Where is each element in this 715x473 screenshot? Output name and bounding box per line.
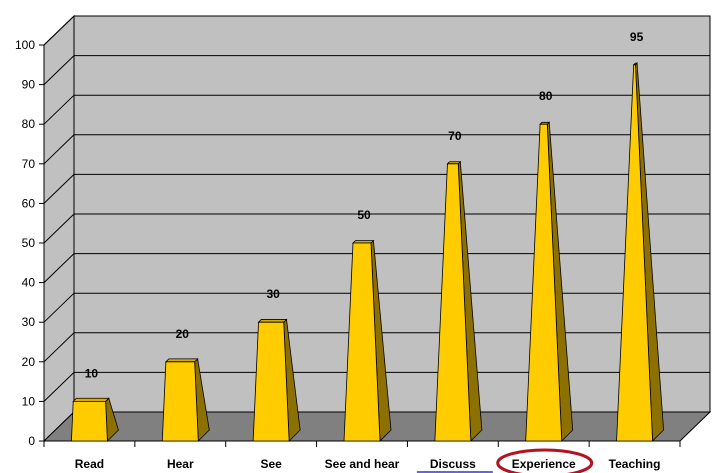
data-label: 95 <box>630 30 644 44</box>
category-label: See <box>260 457 282 471</box>
y-tick-label: 20 <box>22 355 36 369</box>
category-label: Teaching <box>609 457 661 471</box>
category-label: Read <box>75 457 104 471</box>
gridline <box>43 292 710 323</box>
gridline <box>43 134 710 165</box>
y-tick-label: 10 <box>22 394 36 408</box>
bar-top <box>257 319 288 323</box>
y-tick-label: 60 <box>22 196 36 210</box>
category-label: Hear <box>167 457 194 471</box>
y-tick-label: 80 <box>22 117 36 131</box>
bar-top <box>164 358 199 363</box>
y-tick-label: 100 <box>15 38 35 52</box>
bar-0 <box>71 401 108 442</box>
gridline <box>43 253 710 283</box>
annotations <box>416 448 594 473</box>
category-labels: Read Hear See See and hear Discuss Experience… <box>75 457 661 471</box>
bar-6 <box>616 64 653 442</box>
y-axis-ticks: 0 10 20 30 40 50 60 70 80 90 100 <box>15 38 681 448</box>
data-label: 20 <box>176 327 190 341</box>
y-tick-label: 90 <box>22 78 36 92</box>
data-label: 80 <box>539 89 553 103</box>
bar-1 <box>161 361 199 442</box>
data-label: 50 <box>357 208 371 222</box>
category-label: Discuss <box>430 457 476 471</box>
gridline <box>43 332 710 363</box>
gridlines <box>43 15 710 402</box>
gridline <box>43 55 710 85</box>
category-label: Experience <box>512 457 576 471</box>
gridline <box>43 371 710 402</box>
y-tick-label: 0 <box>28 434 35 448</box>
data-label: 10 <box>85 366 99 380</box>
gridline <box>43 213 710 244</box>
bar-5 <box>525 123 563 442</box>
bars <box>71 62 664 442</box>
y-tick-label: 40 <box>22 276 36 290</box>
bar-top <box>72 397 110 402</box>
data-label: 70 <box>448 129 462 143</box>
y-tick-label: 50 <box>22 236 36 250</box>
bar-4 <box>434 163 472 442</box>
data-label: 30 <box>266 287 280 301</box>
gridline <box>43 173 710 204</box>
bar-3 <box>343 242 381 442</box>
highlight-circle <box>496 448 594 473</box>
data-labels: 10 20 30 50 70 80 95 <box>85 30 644 381</box>
bar-2 <box>252 321 290 442</box>
category-label: See and hear <box>325 457 400 471</box>
gridline <box>43 15 710 46</box>
y-tick-label: 30 <box>22 315 36 329</box>
y-tick-label: 70 <box>22 157 36 171</box>
gridline <box>43 94 710 125</box>
